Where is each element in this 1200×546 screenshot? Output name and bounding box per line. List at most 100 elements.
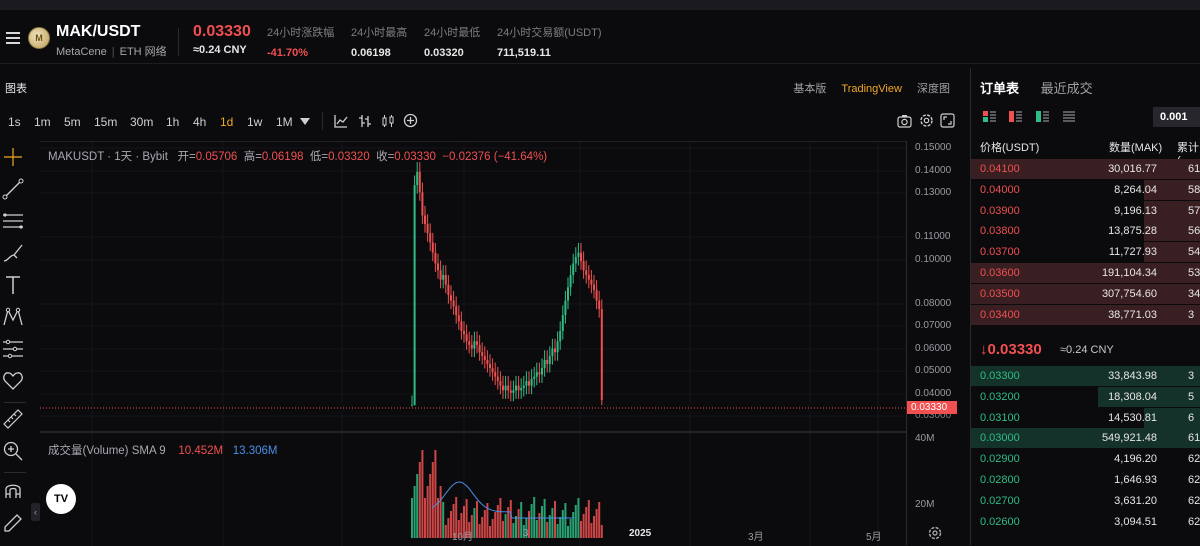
camera-icon[interactable] xyxy=(897,114,912,128)
tf-30m[interactable]: 30m xyxy=(130,115,153,129)
orderbook-tabs: 订单表 最近成交 xyxy=(980,78,1111,97)
tf-1M[interactable]: 1M xyxy=(276,115,293,129)
axis-settings-icon[interactable] xyxy=(927,525,943,541)
pattern-tool[interactable] xyxy=(2,306,28,332)
precision-select[interactable]: 0.001 xyxy=(1153,107,1200,127)
add-indicator-icon[interactable] xyxy=(403,113,418,128)
candlestick-icon[interactable] xyxy=(381,114,395,128)
collapse-toolbar-button[interactable]: ‹ xyxy=(31,503,40,521)
volume-bar xyxy=(564,503,566,538)
row-price: 0.03300 xyxy=(980,366,1020,386)
fullscreen-icon[interactable] xyxy=(940,113,955,128)
volume-bar xyxy=(489,526,491,538)
volume-bar xyxy=(572,512,574,538)
tab-depth[interactable]: 深度图 xyxy=(917,83,950,95)
tf-1w[interactable]: 1w xyxy=(247,115,262,129)
menu-icon[interactable] xyxy=(6,32,20,44)
orderbook-asks-icon[interactable] xyxy=(1009,111,1022,122)
row-total: 54 xyxy=(1188,242,1200,262)
y-tick: 0.06000 xyxy=(915,343,951,354)
tf-1m[interactable]: 1m xyxy=(34,115,51,129)
y-tick: 0.14000 xyxy=(915,165,951,176)
candle-body xyxy=(525,381,527,386)
orderbook-list-icon[interactable] xyxy=(1062,111,1075,122)
lock-draw-tool[interactable] xyxy=(2,512,28,538)
pair-name[interactable]: MAK/USDT xyxy=(56,23,140,41)
toolbar-separator xyxy=(4,402,26,403)
orderbook-both-icon[interactable] xyxy=(983,111,996,122)
candle-body xyxy=(554,348,556,352)
ruler-tool[interactable] xyxy=(2,408,28,434)
tab-tradingview[interactable]: TradingView xyxy=(841,83,902,95)
candle-body xyxy=(447,285,449,295)
measure-tool[interactable] xyxy=(2,338,28,364)
last-price-tag: 0.03330 xyxy=(907,401,957,414)
magnet-tool[interactable] xyxy=(2,480,28,506)
tf-1s[interactable]: 1s xyxy=(8,115,21,129)
volume-bar xyxy=(596,509,598,538)
candle-body xyxy=(572,263,574,274)
orderbook-bids-icon[interactable] xyxy=(1036,111,1049,122)
network-name: ETH 网络 xyxy=(120,46,167,58)
tf-5m[interactable]: 5m xyxy=(64,115,81,129)
low-label: 低= xyxy=(310,151,328,163)
tf-1h[interactable]: 1h xyxy=(166,115,179,129)
zoom-tool[interactable] xyxy=(2,440,28,466)
volume-bar xyxy=(520,502,522,538)
favorite-tool[interactable] xyxy=(2,370,28,396)
volume-bar xyxy=(538,513,540,538)
tf-4h[interactable]: 4h xyxy=(193,115,206,129)
crosshair-tool[interactable] xyxy=(2,146,28,172)
fib-tool[interactable] xyxy=(2,210,28,236)
indicator-line-icon[interactable] xyxy=(334,114,348,128)
candle-body xyxy=(414,185,416,405)
price-chart[interactable]: MAKUSDT · 1天 · Bybit 开=0.05706 高=0.06198… xyxy=(40,141,906,545)
zoom-in-icon xyxy=(2,440,24,462)
tab-orderbook[interactable]: 订单表 xyxy=(980,81,1019,96)
text-tool[interactable] xyxy=(2,274,28,300)
candlestick-chart[interactable] xyxy=(40,142,906,546)
volume-bar xyxy=(497,505,499,538)
tab-basic[interactable]: 基本版 xyxy=(793,83,826,95)
last-price: 0.03330 xyxy=(193,23,251,41)
price-axis[interactable]: 0.15000 0.14000 0.13000 0.11000 0.10000 … xyxy=(906,141,964,545)
candle-body xyxy=(468,341,470,345)
volume-legend: 成交量(Volume) SMA 9 10.452M 13.306M xyxy=(48,442,278,458)
chart-view-tabs: 基本版 TradingView 深度图 xyxy=(781,80,950,96)
candle-body xyxy=(499,381,501,386)
row-total: 6 xyxy=(1188,408,1194,428)
candle-body xyxy=(570,275,572,287)
row-price: 0.03600 xyxy=(980,263,1020,283)
tradingview-logo[interactable]: TV xyxy=(46,484,76,514)
trendline-tool[interactable] xyxy=(2,178,28,204)
candle-body xyxy=(440,270,442,280)
tf-1d[interactable]: 1d xyxy=(220,115,233,129)
row-total: 5 xyxy=(1188,387,1194,407)
candle-body xyxy=(536,372,538,376)
close-value: 0.03330 xyxy=(394,151,436,163)
tab-recent-trades[interactable]: 最近成交 xyxy=(1041,81,1093,96)
candle-body xyxy=(520,388,522,390)
bar-chart-icon[interactable] xyxy=(358,114,372,128)
tf-15m[interactable]: 15m xyxy=(94,115,117,129)
volume-value: 10.452M xyxy=(178,445,223,457)
brush-tool[interactable] xyxy=(2,242,28,268)
settings-icon[interactable] xyxy=(919,113,934,128)
caret-down-icon[interactable] xyxy=(300,118,310,126)
